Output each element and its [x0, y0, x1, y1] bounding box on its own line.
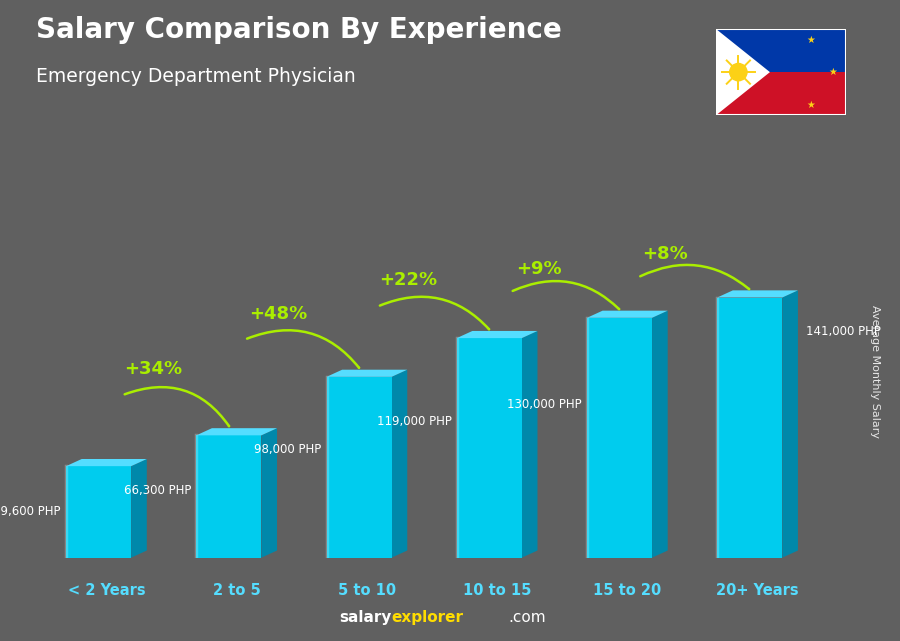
Polygon shape [131, 459, 147, 558]
FancyArrowPatch shape [248, 330, 359, 368]
Polygon shape [716, 29, 846, 72]
Polygon shape [327, 377, 392, 558]
Text: 98,000 PHP: 98,000 PHP [254, 443, 321, 456]
Polygon shape [522, 331, 537, 558]
Text: 119,000 PHP: 119,000 PHP [377, 415, 452, 428]
Text: ★: ★ [806, 99, 815, 110]
Polygon shape [717, 297, 782, 558]
Circle shape [730, 63, 747, 81]
Polygon shape [456, 338, 522, 558]
Polygon shape [782, 290, 798, 558]
Text: 5 to 10: 5 to 10 [338, 583, 396, 599]
Polygon shape [716, 29, 770, 115]
Text: +8%: +8% [643, 246, 688, 263]
Text: .com: .com [508, 610, 546, 625]
Text: 2 to 5: 2 to 5 [212, 583, 260, 599]
FancyArrowPatch shape [640, 265, 749, 289]
Polygon shape [587, 311, 668, 318]
Text: +34%: +34% [124, 360, 183, 378]
Text: explorer: explorer [392, 610, 464, 625]
Text: Emergency Department Physician: Emergency Department Physician [36, 67, 356, 87]
Polygon shape [66, 459, 147, 466]
Polygon shape [261, 428, 277, 558]
Text: 130,000 PHP: 130,000 PHP [507, 397, 581, 411]
Text: ★: ★ [828, 67, 837, 77]
Polygon shape [587, 318, 652, 558]
Text: Salary Comparison By Experience: Salary Comparison By Experience [36, 16, 562, 44]
Text: +22%: +22% [380, 272, 437, 290]
Text: +9%: +9% [516, 260, 562, 278]
Text: Average Monthly Salary: Average Monthly Salary [869, 305, 880, 438]
Text: < 2 Years: < 2 Years [68, 583, 145, 599]
Polygon shape [716, 72, 846, 115]
Text: 66,300 PHP: 66,300 PHP [123, 484, 191, 497]
Polygon shape [66, 466, 131, 558]
Text: +48%: +48% [249, 304, 308, 322]
Text: 15 to 20: 15 to 20 [593, 583, 662, 599]
Text: 10 to 15: 10 to 15 [463, 583, 531, 599]
Text: salary: salary [339, 610, 392, 625]
Polygon shape [327, 370, 408, 377]
FancyArrowPatch shape [513, 281, 619, 309]
FancyArrowPatch shape [380, 297, 489, 329]
Text: 20+ Years: 20+ Years [716, 583, 799, 599]
Polygon shape [717, 290, 798, 297]
Polygon shape [196, 428, 277, 435]
Text: 141,000 PHP: 141,000 PHP [806, 325, 880, 338]
Polygon shape [196, 435, 261, 558]
Polygon shape [392, 370, 408, 558]
Polygon shape [652, 311, 668, 558]
Polygon shape [456, 331, 537, 338]
Text: 49,600 PHP: 49,600 PHP [0, 505, 61, 519]
Text: ★: ★ [806, 35, 815, 45]
FancyArrowPatch shape [125, 387, 230, 426]
